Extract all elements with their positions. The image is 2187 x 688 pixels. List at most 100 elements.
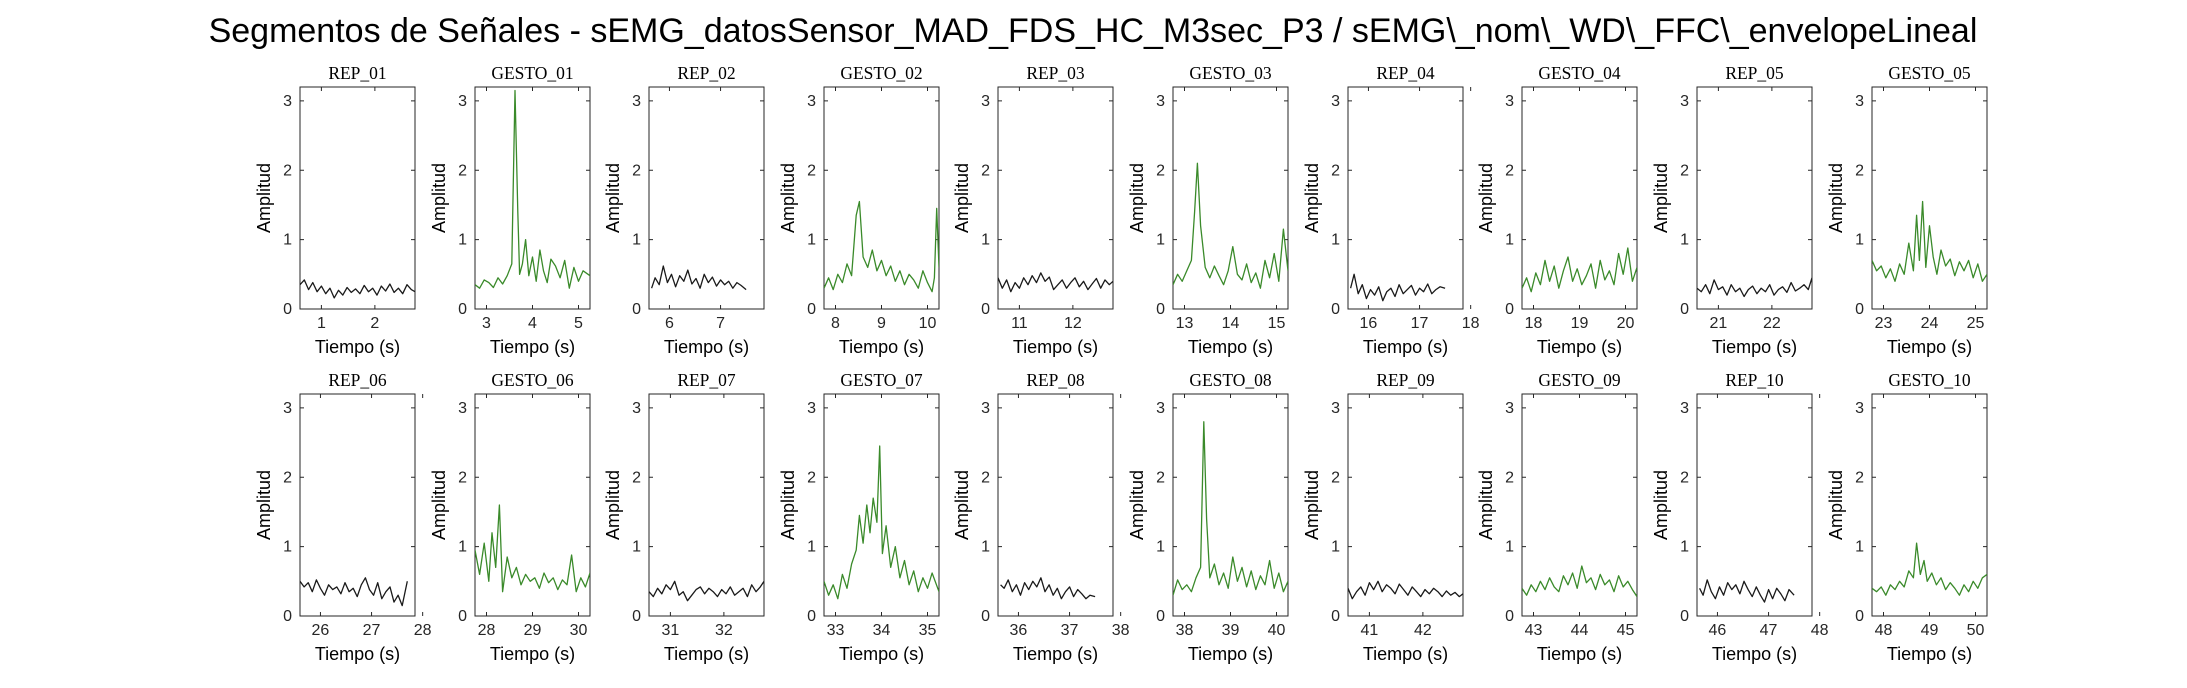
y-axis-label: Amplitud: [778, 470, 798, 540]
y-tick-label: 1: [283, 232, 292, 249]
x-axis-label: Tiempo (s): [1887, 644, 1972, 664]
x-tick-label: 23: [1875, 315, 1893, 332]
series-line-gesto-01: [475, 89, 590, 289]
subplot-title: GESTO_06: [491, 370, 574, 390]
y-tick-label: 2: [981, 162, 990, 179]
x-axis-label: Tiempo (s): [490, 337, 575, 357]
plot-area: [1696, 393, 1813, 617]
y-tick-label: 2: [458, 469, 467, 486]
y-axis-label: Amplitud: [1302, 470, 1322, 540]
plot-area: [474, 86, 591, 310]
subplot-title: GESTO_04: [1538, 63, 1621, 83]
x-tick-label: 29: [524, 622, 542, 639]
x-axis-label: Tiempo (s): [1537, 644, 1622, 664]
y-axis-label: Amplitud: [1127, 470, 1147, 540]
y-axis-label: Amplitud: [778, 163, 798, 233]
plot-area: [299, 393, 416, 617]
y-tick-label: 0: [1855, 301, 1864, 318]
subplot-title: REP_04: [1376, 63, 1435, 83]
x-axis-label: Tiempo (s): [664, 337, 749, 357]
y-tick-label: 3: [807, 400, 816, 417]
x-tick-label: 25: [1967, 315, 1985, 332]
series-line-rep-01: [300, 279, 415, 299]
subplot-rep-05: REP_05 0 1 2 3 21 22 Tiempo (s) Amplitud: [1651, 63, 1813, 357]
x-tick-label: 36: [1010, 622, 1028, 639]
plot-area: [1696, 86, 1813, 310]
y-axis-label: Amplitud: [254, 163, 274, 233]
subplot-rep-10: REP_10 0 1 2 3 46 47 48 Tiempo (s) Amplitud: [1651, 370, 1829, 664]
y-tick-label: 2: [458, 162, 467, 179]
y-tick-label: 1: [1680, 232, 1689, 249]
y-tick-label: 0: [283, 608, 292, 625]
y-tick-label: 0: [1855, 608, 1864, 625]
x-axis-label: Tiempo (s): [1013, 644, 1098, 664]
subplot-gesto-04: GESTO_04 0 1 2 3 18 19 20 Tiempo (s) Amplitud: [1476, 63, 1638, 357]
subplot-gesto-09: GESTO_09 0 1 2 3 43 44 45 Tiempo (s) Amplitud: [1476, 370, 1638, 664]
y-tick-label: 3: [632, 93, 641, 110]
series-line-gesto-10: [1872, 542, 1987, 596]
y-tick-label: 2: [283, 162, 292, 179]
y-tick-label: 2: [1331, 469, 1340, 486]
x-tick-label: 18: [1525, 315, 1543, 332]
x-axis-label: Tiempo (s): [839, 644, 924, 664]
plot-area: [648, 393, 765, 617]
y-tick-label: 1: [807, 232, 816, 249]
plot-area: [1172, 393, 1289, 617]
y-tick-label: 0: [981, 608, 990, 625]
plot-area: [997, 393, 1114, 617]
y-axis-label: Amplitud: [254, 470, 274, 540]
y-tick-label: 3: [1156, 400, 1165, 417]
x-tick-label: 42: [1414, 622, 1432, 639]
subplot-rep-02: REP_02 0 1 2 3 6 7 Tiempo (s) Amplitud: [603, 63, 765, 357]
figure-title: Segmentos de Señales - sEMG_datosSensor_…: [209, 12, 1978, 50]
x-axis-label: Tiempo (s): [315, 337, 400, 357]
y-tick-label: 2: [1680, 162, 1689, 179]
x-axis-label: Tiempo (s): [1013, 337, 1098, 357]
y-axis-label: Amplitud: [952, 470, 972, 540]
y-tick-label: 1: [1680, 539, 1689, 556]
y-tick-label: 2: [981, 469, 990, 486]
series-line-gesto-02: [824, 200, 939, 293]
x-tick-label: 28: [478, 622, 496, 639]
subplot-title: GESTO_09: [1538, 370, 1621, 390]
x-tick-label: 48: [1875, 622, 1893, 639]
y-tick-label: 3: [1156, 93, 1165, 110]
subplot-title: GESTO_01: [491, 63, 573, 83]
subplot-rep-01: REP_01 0 1 2 3 1 2 Tiempo (s) Amplitud: [254, 63, 416, 357]
y-tick-label: 2: [283, 469, 292, 486]
y-tick-label: 0: [458, 301, 467, 318]
x-axis-label: Tiempo (s): [1537, 337, 1622, 357]
y-axis-label: Amplitud: [1476, 163, 1496, 233]
y-tick-label: 2: [807, 469, 816, 486]
y-axis-label: Amplitud: [1651, 470, 1671, 540]
y-tick-label: 1: [1331, 539, 1340, 556]
subplot-rep-07: REP_07 0 1 2 3 31 32 Tiempo (s) Amplitud: [603, 370, 765, 664]
subplot-gesto-06: GESTO_06 0 1 2 3 28 29 30 Tiempo (s) Amplitud: [429, 370, 591, 664]
x-tick-label: 14: [1222, 315, 1240, 332]
x-tick-label: 1: [317, 315, 326, 332]
y-axis-label: Amplitud: [1127, 163, 1147, 233]
x-tick-label: 47: [1760, 622, 1778, 639]
y-tick-label: 3: [632, 400, 641, 417]
x-tick-label: 50: [1967, 622, 1985, 639]
x-tick-label: 21: [1709, 315, 1727, 332]
x-tick-label: 41: [1360, 622, 1378, 639]
x-axis-label: Tiempo (s): [1188, 337, 1273, 357]
y-tick-label: 0: [1680, 608, 1689, 625]
y-tick-label: 2: [632, 469, 641, 486]
x-tick-label: 43: [1525, 622, 1543, 639]
y-tick-label: 0: [283, 301, 292, 318]
subplot-title: GESTO_10: [1888, 370, 1971, 390]
subplot-title: GESTO_03: [1189, 63, 1272, 83]
subplot-title: REP_06: [328, 370, 387, 390]
x-tick-label: 24: [1921, 315, 1939, 332]
y-tick-label: 1: [458, 232, 467, 249]
x-tick-label: 13: [1176, 315, 1194, 332]
y-tick-label: 0: [1156, 608, 1165, 625]
y-tick-label: 2: [1505, 162, 1514, 179]
x-axis-label: Tiempo (s): [1363, 644, 1448, 664]
y-axis-label: Amplitud: [1826, 163, 1846, 233]
x-tick-label: 31: [661, 622, 679, 639]
